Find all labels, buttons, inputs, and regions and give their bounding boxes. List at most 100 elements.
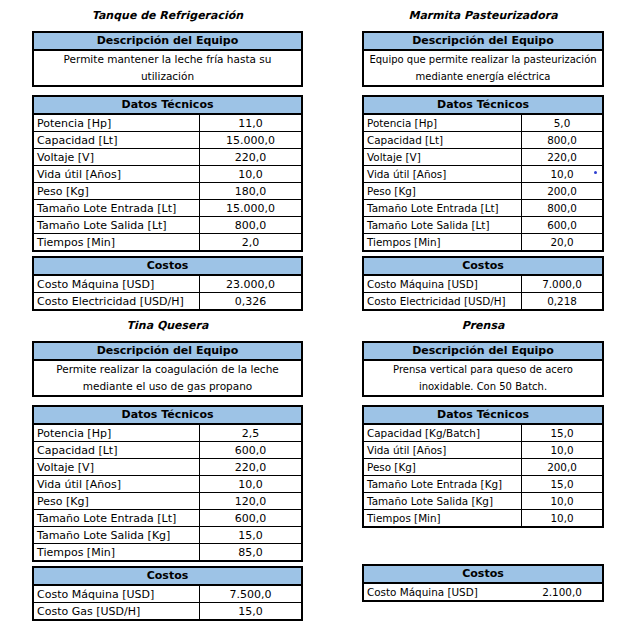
- row-value: 200,0: [522, 184, 602, 199]
- cost-rows: Costo Máquina [USD]7.000,0Costo Electric…: [364, 276, 602, 309]
- row-value: 10,0: [522, 443, 602, 458]
- row-value: 7.000,0: [522, 277, 602, 292]
- table-title: Tanque de Refrigeración: [32, 8, 303, 24]
- table-row: Tamaño Lote Entrada [Lt]15.000,0: [34, 199, 301, 216]
- row-value: 11,0: [200, 116, 301, 131]
- technical-data-section: Datos Técnicos Potencia [Hp]2,5Capacidad…: [32, 405, 303, 562]
- row-label: Tamaño Lote Salida [Kg]: [34, 527, 200, 543]
- row-label: Costo Electricidad [USD/H]: [364, 293, 522, 309]
- table-row: Tamaño Lote Salida [Lt]800,0: [34, 216, 301, 233]
- row-label: Costo Máquina [USD]: [34, 586, 200, 602]
- row-value: 5,0: [522, 116, 602, 131]
- costs-section: Costos Costo Máquina [USD]2.100,0: [362, 564, 604, 602]
- row-value: 20,0: [522, 235, 602, 250]
- row-value: 800,0: [200, 218, 301, 233]
- table-row: Tamaño Lote Salida [Kg]15,0: [34, 526, 301, 543]
- equipment-table-marmita-pasteurizadora: Marmita Pasteurizadora Descripción del E…: [362, 8, 604, 311]
- row-value: 10,0: [200, 167, 301, 182]
- table-row: Peso [Kg]200,0: [364, 182, 602, 199]
- table-row: Peso [Kg]120,0: [34, 492, 301, 509]
- row-label: Costo Electricidad [USD/H]: [34, 293, 200, 309]
- row-label: Costo Gas [USD/H]: [34, 603, 200, 619]
- table-row: Vida útil [Años]10,0: [34, 165, 301, 182]
- row-label: Costo Máquina [USD]: [364, 276, 522, 292]
- row-value: 180,0: [200, 184, 301, 199]
- row-label: Peso [Kg]: [364, 459, 522, 475]
- cost-rows: Costo Máquina [USD]7.500,0Costo Gas [USD…: [34, 586, 301, 619]
- row-label: Capacidad [Lt]: [34, 132, 200, 148]
- description-section: Descripción del Equipo Equipo que permit…: [362, 31, 604, 87]
- table-row: Capacidad [Lt]800,0: [364, 131, 602, 148]
- table-row: Costo Máquina [USD]2.100,0: [364, 584, 602, 600]
- row-label: Voltaje [V]: [34, 149, 200, 165]
- technical-rows: Capacidad [Kg/Batch]15,0Vida útil [Años]…: [364, 425, 602, 526]
- table-row: Tiempos [Min]10,0: [364, 509, 602, 526]
- row-label: Tiempos [Min]: [364, 510, 522, 526]
- costs-header: Costos: [34, 258, 301, 276]
- row-label: Tamaño Lote Salida [Kg]: [364, 493, 522, 509]
- row-label: Vida útil [Años]: [34, 476, 200, 492]
- worksheet-canvas: Tanque de Refrigeración Descripción del …: [0, 0, 633, 628]
- row-label: Tamaño Lote Entrada [Lt]: [364, 200, 522, 216]
- row-value: 220,0: [522, 150, 602, 165]
- equipment-table-tanque-refrigeracion: Tanque de Refrigeración Descripción del …: [32, 8, 303, 311]
- technical-data-header: Datos Técnicos: [34, 97, 301, 115]
- table-title: Prensa: [362, 318, 604, 334]
- description-text: Equipo que permite realizar la pasteuriz…: [364, 51, 602, 85]
- table-row: Costo Electricidad [USD/H]0,326: [34, 292, 301, 309]
- table-row: Costo Electricidad [USD/H]0,218: [364, 292, 602, 309]
- equipment-table-prensa: Prensa Descripción del Equipo Prensa ver…: [362, 318, 604, 602]
- row-value: 15,0: [522, 426, 602, 441]
- table-row: Tamaño Lote Entrada [Lt]800,0: [364, 199, 602, 216]
- row-value: 15.000,0: [200, 133, 301, 148]
- row-label: Capacidad [Kg/Batch]: [364, 425, 522, 441]
- table-title: Tina Quesera: [32, 318, 303, 334]
- row-label: Tiempos [Min]: [34, 544, 200, 560]
- row-value: 2,0: [200, 235, 301, 250]
- technical-data-section: Datos Técnicos Potencia [Hp]5,0Capacidad…: [362, 95, 604, 252]
- costs-header: Costos: [364, 258, 602, 276]
- technical-rows: Potencia [Hp]2,5Capacidad [Lt]600,0Volta…: [34, 425, 301, 560]
- row-label: Vida útil [Años]: [34, 166, 200, 182]
- table-row: Capacidad [Lt]600,0: [34, 441, 301, 458]
- row-label: Voltaje [V]: [34, 459, 200, 475]
- row-label: Peso [Kg]: [34, 183, 200, 199]
- row-label: Potencia [Hp]: [34, 115, 200, 131]
- table-row: Vida útil [Años]10,0: [364, 441, 602, 458]
- row-label: Voltaje [V]: [364, 149, 522, 165]
- technical-rows: Potencia [Hp]11,0Capacidad [Lt]15.000,0V…: [34, 115, 301, 250]
- table-row: Potencia [Hp]2,5: [34, 425, 301, 441]
- row-label: Tamaño Lote Entrada [Kg]: [364, 476, 522, 492]
- row-label: Tamaño Lote Entrada [Lt]: [34, 510, 200, 526]
- table-row: Voltaje [V]220,0: [364, 148, 602, 165]
- row-value: 600,0: [522, 218, 602, 233]
- description-section: Descripción del Equipo Permite mantener …: [32, 31, 303, 87]
- row-label: Potencia [Hp]: [34, 425, 200, 441]
- description-text: Permite mantener la leche fría hasta su …: [34, 51, 301, 85]
- description-text: Prensa vertical para queso de acero inox…: [364, 361, 602, 395]
- row-value: 15.000,0: [200, 201, 301, 216]
- table-row: Capacidad [Lt]15.000,0: [34, 131, 301, 148]
- table-row: Peso [Kg]200,0: [364, 458, 602, 475]
- technical-data-header: Datos Técnicos: [364, 97, 602, 115]
- row-label: Costo Máquina [USD]: [34, 276, 200, 292]
- row-value: 7.500,0: [200, 587, 301, 602]
- technical-data-header: Datos Técnicos: [364, 407, 602, 425]
- row-value: 120,0: [200, 494, 301, 509]
- technical-rows: Potencia [Hp]5,0Capacidad [Lt]800,0Volta…: [364, 115, 602, 250]
- table-title: Marmita Pasteurizadora: [362, 8, 604, 24]
- row-label: Vida útil [Años]: [364, 166, 522, 182]
- table-row: Tamaño Lote Entrada [Kg]15,0: [364, 475, 602, 492]
- technical-data-section: Datos Técnicos Potencia [Hp]11,0Capacida…: [32, 95, 303, 252]
- row-label: Capacidad [Lt]: [34, 442, 200, 458]
- cost-rows: Costo Máquina [USD]23.000,0Costo Electri…: [34, 276, 301, 309]
- row-label: Tamaño Lote Salida [Lt]: [364, 217, 522, 233]
- description-section: Descripción del Equipo Permite realizar …: [32, 341, 303, 397]
- table-row: Tamaño Lote Entrada [Lt]600,0: [34, 509, 301, 526]
- table-row: Tiempos [Min]2,0: [34, 233, 301, 250]
- description-header: Descripción del Equipo: [364, 343, 602, 361]
- row-label: Tiempos [Min]: [364, 234, 522, 250]
- row-value: 600,0: [200, 511, 301, 526]
- table-row: Costo Gas [USD/H]15,0: [34, 602, 301, 619]
- row-label: Tiempos [Min]: [34, 234, 200, 250]
